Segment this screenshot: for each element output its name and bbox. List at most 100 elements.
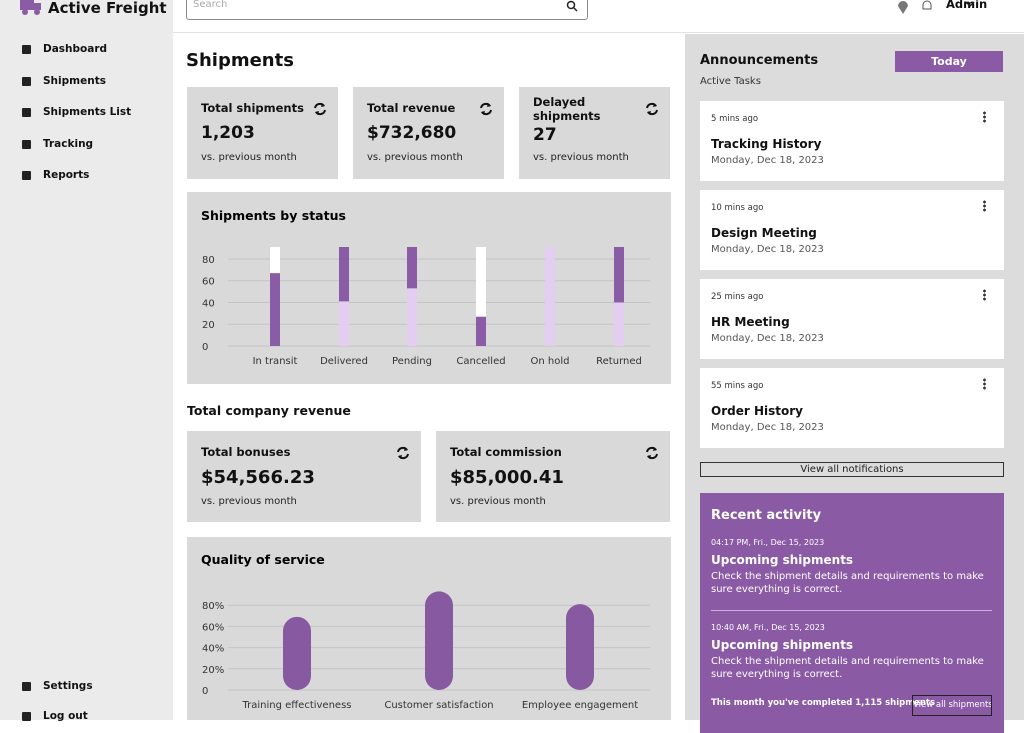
revenue-note: vs. previous month [201, 496, 297, 507]
x-tick-label: Cancelled [456, 356, 505, 367]
y-tick-label: 40 [202, 298, 215, 309]
location-icon[interactable] [896, 0, 910, 14]
search-box[interactable]: Search [186, 0, 588, 20]
search-icon [566, 0, 578, 12]
bar-segment [614, 302, 624, 346]
x-tick-label: Training effectiveness [241, 700, 351, 711]
announcements-title: Announcements [700, 53, 819, 68]
nav-icon [22, 712, 31, 721]
right-panel: Announcements Today Active Tasks View al… [685, 34, 1024, 733]
y-tick-label: 20% [202, 665, 224, 676]
bar-segment [339, 301, 349, 346]
separator [711, 610, 992, 611]
announcement-date: Monday, Dec 18, 2023 [711, 333, 824, 344]
filter-button[interactable]: Today [895, 51, 1003, 72]
kpi-card: Total revenue $732,680 vs. previous month [353, 87, 504, 179]
y-tick-label: 60 [202, 277, 215, 288]
x-tick-label: Delivered [320, 356, 368, 367]
bar-segment [407, 288, 417, 346]
x-tick-label: On hold [531, 356, 570, 367]
y-tick-label: 0 [202, 686, 208, 697]
activity-title: Recent activity [711, 508, 822, 523]
revenue-note: vs. previous month [450, 496, 546, 507]
bar [425, 591, 453, 690]
revenue-value: $54,566.23 [201, 467, 315, 488]
truck-icon [20, 0, 41, 15]
chevron [965, 1, 975, 8]
chart-card: Shipments by status 0 20 40 60 80 In transit De… [187, 192, 671, 384]
kpi-value: $732,680 [367, 123, 457, 143]
nav-item[interactable]: Tracking [43, 138, 94, 150]
announcement-date: Monday, Dec 18, 2023 [711, 422, 824, 433]
nav-item[interactable]: Reports [43, 169, 90, 181]
y-tick-label: 80% [202, 601, 224, 612]
chart-title: Shipments by status [201, 208, 346, 223]
announcement-date: Monday, Dec 18, 2023 [711, 244, 824, 255]
x-tick-label: In transit [253, 356, 298, 367]
x-tick-label: Employee engagement [522, 700, 638, 711]
activity-title: Upcoming shipments [711, 553, 854, 567]
more-menu[interactable] [983, 289, 986, 301]
bar-segment [339, 247, 349, 302]
activity-title: Upcoming shipments [711, 638, 854, 652]
nav-icon [22, 171, 31, 180]
announcement-time: 10 mins ago [711, 203, 764, 213]
announcement-time: 5 mins ago [711, 114, 759, 124]
announcement-card: 5 mins ago Tracking History Monday, Dec 18… [700, 101, 1004, 181]
more-menu[interactable] [983, 378, 986, 390]
nav-item[interactable]: Shipments [43, 75, 106, 87]
nav-item[interactable]: Dashboard [43, 43, 108, 55]
nav-item[interactable]: Log out [43, 710, 88, 722]
x-tick-label: Returned [596, 356, 642, 367]
refresh-icon[interactable] [645, 446, 659, 460]
recent-activity: Recent activity This month you've comple… [700, 493, 1004, 733]
bell-icon[interactable] [921, 0, 933, 12]
view-all-notifications[interactable]: View all notifications [700, 462, 1004, 477]
kpi-card: Delayed shipments 27 vs. previous month [519, 87, 670, 179]
announcement-title: Order History [711, 404, 803, 418]
announcement-title: Design Meeting [711, 226, 817, 240]
page-title: Shipments [186, 50, 294, 71]
bar [283, 616, 311, 690]
kpi-value: 1,203 [201, 123, 255, 143]
kpi-card: Total shipments 1,203 vs. previous month [187, 87, 338, 179]
kpi-note: vs. previous month [367, 152, 463, 163]
nav-icon [22, 682, 31, 691]
kpi-label: Delayed shipments [533, 95, 601, 123]
nav-item[interactable]: Settings [43, 680, 93, 692]
more-menu[interactable] [983, 200, 986, 212]
kpi-note: vs. previous month [201, 152, 297, 163]
sidebar: Active Freight Dashboard Shipments Shipmen… [0, 0, 173, 722]
x-tick-label: Pending [392, 356, 432, 367]
bar-segment [614, 247, 624, 303]
kpi-label: Total shipments [201, 101, 304, 115]
revenue-label: Total commission [450, 445, 562, 459]
chart-card: Quality of service 0 20% 40% 60% 80% Training … [187, 537, 671, 720]
announcements-subtitle: Active Tasks [700, 76, 761, 87]
bar-segment [270, 273, 280, 346]
view-all-shipments[interactable]: View all shipments [912, 695, 992, 716]
y-tick-label: 0 [202, 342, 208, 353]
refresh-icon[interactable] [396, 446, 410, 460]
refresh-icon[interactable] [645, 102, 659, 116]
chart-title: Quality of service [201, 552, 325, 567]
search-placeholder: Search [193, 0, 228, 10]
activity-text: Check the shipment details and requireme… [711, 571, 984, 595]
refresh-icon[interactable] [479, 102, 493, 116]
nav-icon [22, 140, 31, 149]
y-tick-label: 40% [202, 644, 224, 655]
revenue-label: Total bonuses [201, 445, 291, 459]
revenue-value: $85,000.41 [450, 467, 564, 488]
announcement-card: 55 mins ago Order History Monday, Dec 18, … [700, 368, 1004, 448]
kpi-note: vs. previous month [533, 152, 629, 163]
chart: Quality of service 0 20% 40% 60% 80% Training … [201, 552, 650, 711]
refresh-icon[interactable] [313, 102, 327, 116]
nav-item[interactable]: Shipments List [43, 106, 132, 118]
user-menu[interactable]: Admin [946, 0, 988, 11]
x-tick-label: Customer satisfaction [384, 700, 493, 711]
activity-time: 04:17 PM, Fri., Dec 15, 2023 [711, 538, 825, 547]
more-menu[interactable] [983, 111, 986, 123]
announcement-time: 25 mins ago [711, 292, 764, 302]
